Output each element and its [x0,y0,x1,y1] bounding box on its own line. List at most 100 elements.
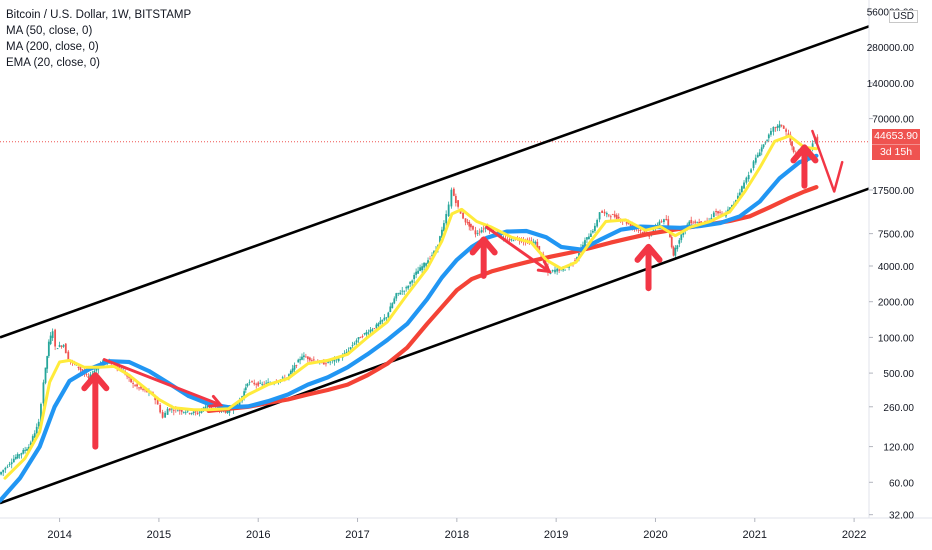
candle-body [731,204,733,208]
candle-body [413,274,416,280]
candle-body [421,266,423,271]
candle-body [538,246,541,251]
candle-body [261,383,264,385]
candle-body [77,366,80,368]
candle-body [443,223,445,232]
candle-body [441,229,443,238]
candle-body [660,221,663,223]
candle-body [228,409,231,413]
up-arrow-head [790,144,819,164]
candle-body [51,331,54,339]
candle-body [365,332,368,335]
annotations [81,129,844,450]
candle-body [202,407,205,409]
candle-body [10,462,13,465]
candle-body [44,367,47,383]
trend-arrow-line [485,225,551,273]
candle-body [263,384,266,386]
candle-body [322,362,325,365]
ma50-legend[interactable]: MA (50, close, 0) [6,25,93,37]
candle-body [393,298,396,304]
candle-body [289,370,292,375]
candle-body [347,350,350,353]
candle-body [361,336,364,338]
candle-body [136,384,138,387]
candle-body [312,359,315,361]
candle-body [281,377,284,379]
candle-body [159,404,162,413]
candle-body [425,263,427,266]
candle-body [49,335,52,344]
y-tick-label: 120.00 [883,443,914,454]
candle-body [304,356,307,358]
candle-body [715,211,717,213]
candle-body [680,234,683,241]
candle-body [303,355,305,357]
x-tick-label: 2014 [47,529,71,541]
candle-body [688,221,691,226]
candle-body [780,124,783,126]
candle-body [381,319,384,322]
price-axis: 560000.00280000.00140000.0070000.0017500… [867,7,915,521]
y-tick-label: 140000.00 [867,79,915,90]
candle-body [405,287,408,289]
candle-body [423,262,425,268]
candle-body [37,421,40,427]
candle-body [226,410,229,413]
candle-body [625,221,628,224]
candle-body [192,411,195,414]
x-tick-label: 2022 [842,529,866,541]
candle-body [363,333,366,335]
candle-body [246,383,249,387]
candle-body [584,240,586,247]
candle-body [698,221,701,224]
bar-countdown: 3d 15h [872,144,920,160]
candle-body [778,124,781,128]
candle-body [774,127,777,129]
symbol-title[interactable]: Bitcoin / U.S. Dollar, 1W, BITSTAMP [6,9,192,21]
candle-body [431,255,433,256]
candle-body [180,409,183,412]
ma50-line [0,153,819,503]
candle-body [665,218,668,221]
candle-body [641,232,644,234]
candle-body [480,230,483,233]
candle-body [601,210,603,213]
candle-body [383,317,386,320]
candle-body [2,469,5,473]
candle-body [33,433,36,438]
candle-body [712,212,715,218]
candle-body [46,356,49,369]
candle-body [667,219,670,228]
ema20-path [3,134,818,480]
y-tick-label: 500.00 [883,369,914,380]
candle-body [767,134,770,139]
candle-body [690,219,693,224]
candle-body [224,411,227,413]
candle-body [754,157,757,163]
candle-body [629,222,632,227]
candle-body [198,411,201,413]
candle-body [663,219,665,223]
currency-label[interactable]: USD [888,10,918,23]
candle-body [643,231,646,234]
trend-arrow-head [536,260,552,274]
trend-arrow-head [208,394,224,408]
candle-body [510,238,513,240]
ema20-legend[interactable]: EMA (20, close, 0) [6,57,100,69]
ma200-legend[interactable]: MA (200, close, 0) [6,41,99,53]
last-price-tag: 44653.90 3d 15h [872,129,920,160]
candle-body [67,351,70,361]
candle-body [417,270,420,274]
candle-body [293,365,296,370]
candle-body [60,346,63,347]
candle-body [375,324,378,328]
candle-body [353,343,356,345]
candle-body [792,147,795,153]
candle-body [617,216,620,219]
candle-body [760,147,763,152]
candle-body [554,269,556,273]
y-tick-label: 280000.00 [867,43,915,54]
candle-body [558,269,561,271]
